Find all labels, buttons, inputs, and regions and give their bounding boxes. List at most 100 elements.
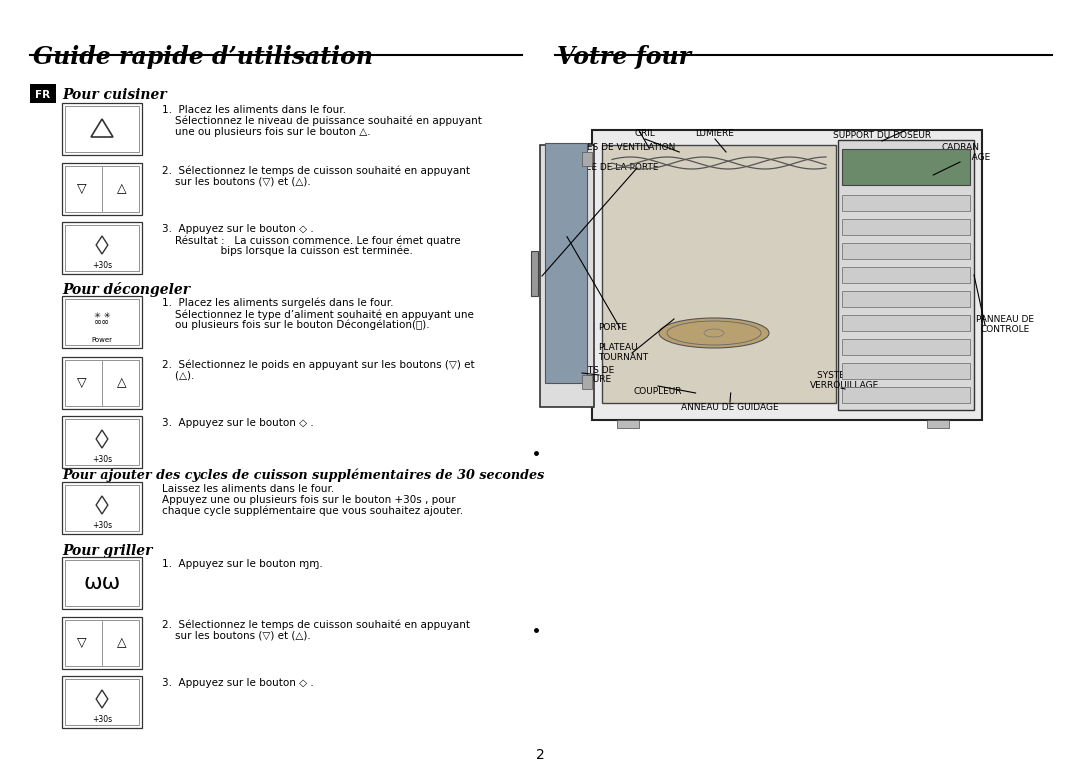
Text: 3.  Appuyez sur le bouton ◇ .: 3. Appuyez sur le bouton ◇ . [162,678,314,688]
Bar [602,145,836,403]
Text: VERROUILLAGE: VERROUILLAGE [810,381,879,389]
Text: Guide rapide d’utilisation: Guide rapide d’utilisation [33,45,373,69]
Text: SYSTEME DE: SYSTEME DE [816,371,874,379]
Text: PANNEAU DE: PANNEAU DE [976,315,1034,324]
Text: ORIFICES DE VENTILATION: ORIFICES DE VENTILATION [557,143,675,153]
Text: SUPPORT DU DOSEUR: SUPPORT DU DOSEUR [833,130,931,140]
Text: ou plusieurs fois sur le bouton Décongélation(⨉).: ou plusieurs fois sur le bouton Décongél… [162,320,430,330]
Text: une ou plusieurs fois sur le bouton △.: une ou plusieurs fois sur le bouton △. [162,127,370,137]
Text: Résultat :   La cuisson commence. Le four émet quatre: Résultat : La cuisson commence. Le four … [162,235,461,246]
Text: 1.  Placez les aliments dans le four.: 1. Placez les aliments dans le four. [162,105,346,115]
Bar [545,143,588,383]
Text: PORTE: PORTE [598,324,627,333]
Bar [65,620,139,666]
Bar [842,243,970,259]
Text: ∞∞: ∞∞ [94,317,110,327]
Text: 1.  Placez les aliments surgelés dans le four.: 1. Placez les aliments surgelés dans le … [162,298,393,308]
Bar [62,163,141,215]
Bar [65,299,139,345]
Text: Pour griller: Pour griller [62,544,152,558]
Text: Pour ajouter des cycles de cuisson supplémentaires de 30 secondes: Pour ajouter des cycles de cuisson suppl… [62,468,544,481]
Text: Power: Power [92,337,112,343]
Bar [842,267,970,283]
Bar [62,357,141,409]
Bar [842,195,970,211]
Bar [842,363,970,379]
Text: ✳ ✳: ✳ ✳ [94,311,110,320]
Bar [617,420,639,428]
Bar [65,560,139,606]
Bar [65,225,139,271]
Text: LUMIERE: LUMIERE [696,128,734,137]
Bar [582,152,592,166]
Bar [842,149,970,185]
Bar [65,166,139,212]
Text: ▽: ▽ [77,182,86,195]
Text: CONTROLE: CONTROLE [981,326,1029,334]
Text: CADRAN: CADRAN [941,143,978,153]
Text: FR: FR [36,90,51,100]
Bar [927,420,949,428]
Text: 2: 2 [536,748,544,762]
Bar [65,106,139,152]
Text: 2.  Sélectionnez le poids en appuyant sur les boutons (▽) et: 2. Sélectionnez le poids en appuyant sur… [162,359,474,369]
Text: ωω: ωω [83,573,121,593]
Text: 3.  Appuyez sur le bouton ◇ .: 3. Appuyez sur le bouton ◇ . [162,418,314,428]
Bar [65,419,139,465]
Text: POIGNEE DE LA PORTE: POIGNEE DE LA PORTE [557,163,659,172]
Bar [842,387,970,403]
Bar [62,416,141,468]
Text: Votre four: Votre four [557,45,691,69]
Text: FERMETURE: FERMETURE [557,375,611,385]
Bar [62,296,141,348]
Text: PLATEAU: PLATEAU [598,343,637,353]
Text: GRIL: GRIL [635,128,656,137]
Text: chaque cycle supplémentaire que vous souhaitez ajouter.: chaque cycle supplémentaire que vous sou… [162,506,463,517]
Text: ▽: ▽ [77,636,86,649]
Bar [842,339,970,355]
Text: 1.  Appuyez sur le bouton ɱɱ.: 1. Appuyez sur le bouton ɱɱ. [162,559,323,569]
Text: LOQUETS DE: LOQUETS DE [557,365,615,375]
Text: Pour décongeler: Pour décongeler [62,282,190,297]
Bar [62,676,141,728]
Text: (△).: (△). [162,370,194,380]
Bar [65,679,139,725]
Text: 2.  Sélectionnez le temps de cuisson souhaité en appuyant: 2. Sélectionnez le temps de cuisson souh… [162,165,470,175]
Text: +30s: +30s [92,521,112,530]
Text: sur les boutons (▽) et (△).: sur les boutons (▽) et (△). [162,630,311,640]
Bar [582,375,592,389]
Bar [842,315,970,331]
Text: bips lorsque la cuisson est terminée.: bips lorsque la cuisson est terminée. [162,246,413,256]
Text: D’AFFICHAGE: D’AFFICHAGE [930,153,990,163]
Text: Sélectionnez le type d’aliment souhaité en appuyant une: Sélectionnez le type d’aliment souhaité … [162,309,474,320]
Bar [592,130,982,420]
Bar [65,360,139,406]
Bar [62,557,141,609]
Text: ▽: ▽ [77,376,86,389]
Text: sur les boutons (▽) et (△).: sur les boutons (▽) et (△). [162,176,311,186]
Text: ANNEAU DE GUIDAGE: ANNEAU DE GUIDAGE [681,404,779,413]
Bar [30,84,56,103]
Text: △: △ [118,376,126,389]
Text: +30s: +30s [92,716,112,725]
Text: 3.  Appuyez sur le bouton ◇ .: 3. Appuyez sur le bouton ◇ . [162,224,314,234]
Text: Sélectionnez le niveau de puissance souhaité en appuyant: Sélectionnez le niveau de puissance souh… [162,116,482,127]
Bar [62,482,141,534]
Bar [838,140,974,410]
Text: Laissez les aliments dans le four.: Laissez les aliments dans le four. [162,484,334,494]
Text: △: △ [118,636,126,649]
Text: △: △ [118,182,126,195]
Bar [842,291,970,307]
Bar [540,145,594,407]
Bar [62,222,141,274]
Text: +30s: +30s [92,456,112,465]
Bar [842,219,970,235]
Bar [62,617,141,669]
Text: Appuyez une ou plusieurs fois sur le bouton +30s , pour: Appuyez une ou plusieurs fois sur le bou… [162,495,456,505]
Text: +30s: +30s [92,262,112,271]
Text: 2.  Sélectionnez le temps de cuisson souhaité en appuyant: 2. Sélectionnez le temps de cuisson souh… [162,619,470,629]
Ellipse shape [659,318,769,348]
Text: TOURNANT: TOURNANT [598,353,648,362]
Text: Pour cuisiner: Pour cuisiner [62,88,166,102]
Bar [531,251,538,296]
